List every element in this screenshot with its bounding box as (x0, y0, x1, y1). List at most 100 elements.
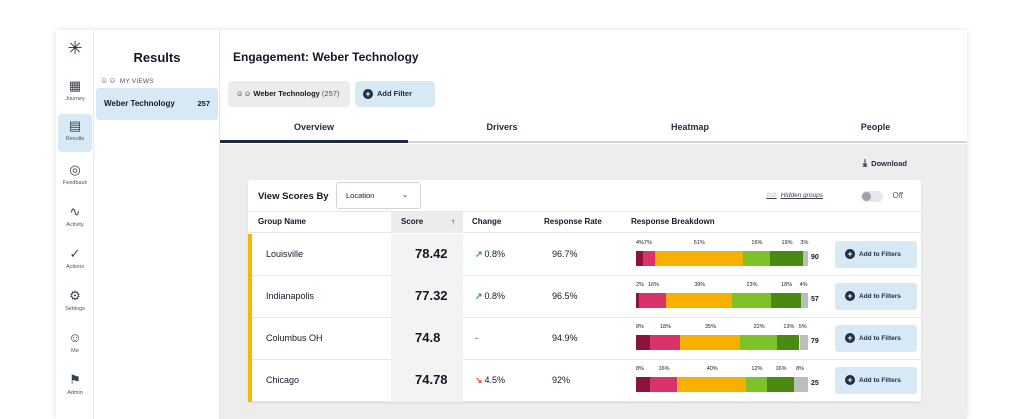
breakdown-total: 90 (811, 254, 819, 261)
tab-people[interactable]: People (860, 122, 891, 132)
table-header: Group Name Score ↑ Change Response Rate … (248, 211, 921, 233)
scores-card: View Scores By Location ⌄ ∅∅ Hidden group… (248, 180, 921, 402)
breakdown-label: 51% (693, 240, 705, 246)
breakdown-label: 5% (798, 324, 807, 330)
rail-item-label: Me (71, 348, 79, 354)
people-icon: ☺☺ (100, 76, 117, 85)
download-label: Download (871, 159, 907, 168)
breakdown-segment (636, 293, 640, 308)
group-name: Indianapolis (266, 291, 315, 301)
group-name: Chicago (266, 375, 300, 385)
admin-icon: ⚑ (69, 372, 81, 387)
download-button[interactable]: ⤓ Download (863, 158, 907, 169)
location-select[interactable]: Location ⌄ (336, 182, 421, 209)
add-to-filters-button[interactable]: + Add to Filters (835, 367, 917, 394)
breakdown-segment (766, 377, 795, 392)
breakdown-segment (746, 377, 767, 392)
breakdown-segment (742, 251, 771, 266)
rail-item-label: Feedback (62, 180, 88, 186)
response-breakdown-bar: 8% 18% 35% 22% 13% 5% 79 (636, 324, 826, 354)
breakdown-label: 35% (705, 324, 717, 330)
add-to-filters-button[interactable]: + Add to Filters (835, 241, 917, 268)
breakdown-label: 12% (751, 366, 763, 372)
col-response-rate[interactable]: Response Rate (544, 217, 602, 226)
rail-item-journey[interactable]: ▦ Journey (58, 74, 92, 112)
rail-item-settings[interactable]: ⚙ Settings (58, 284, 92, 322)
change-cell: ↗ 0.8% (475, 291, 505, 302)
rail-item-label: Admin (67, 390, 83, 396)
tab-heatmap[interactable]: Heatmap (670, 122, 709, 132)
view-chip[interactable]: ☺☺ Weber Technology (257) (228, 81, 350, 107)
add-to-filters-button[interactable]: + Add to Filters (835, 325, 917, 352)
col-group-name[interactable]: Group Name (258, 217, 307, 226)
hidden-groups-label: Hidden groups (780, 192, 823, 199)
toggle-knob (862, 192, 871, 201)
plus-circle-icon: + (845, 249, 855, 259)
rail-item-label: Results (65, 136, 85, 142)
view-item-weber-technology[interactable]: Weber Technology 257 (96, 88, 218, 120)
breakdown-label: 22% (753, 324, 765, 330)
breakdown-label: 4% (799, 282, 808, 288)
breakdown-label: 8% (796, 366, 805, 372)
response-breakdown-bar: 8% 16% 40% 12% 16% 8% 25 (636, 366, 826, 396)
breakdown-label: 3% (800, 240, 809, 246)
breakdown-total: 57 (811, 296, 819, 303)
location-select-value: Location (346, 191, 375, 200)
download-icon: ⤓ (862, 158, 868, 169)
table-row[interactable]: Chicago 74.78 ↘ 4.5% 92% 8% 16% 40% 12% 16% 8% 25 + A… (248, 360, 921, 402)
main-area: Engagement: Weber Technology ☺☺ Weber Te… (220, 30, 967, 419)
view-item-name: Weber Technology (104, 99, 175, 108)
breakdown-label: 4% (636, 240, 644, 246)
tab-bar: Overview Drivers Heatmap People (220, 116, 967, 143)
view-scores-by-label: View Scores By (258, 191, 329, 202)
rail-item-actions[interactable]: ✓ Actions (58, 242, 92, 280)
rail-item-label: Actions (65, 264, 85, 270)
col-response-breakdown[interactable]: Response Breakdown (631, 217, 715, 226)
rail-item-feedback[interactable]: ◎ Feedback (58, 158, 92, 196)
breakdown-segment (636, 335, 650, 350)
tab-overview[interactable]: Overview (220, 116, 408, 143)
table-row[interactable]: Indianapolis 77.32 ↗ 0.8% 96.5% 2% 16% 39% 23% 18… (248, 276, 921, 318)
tab-drivers[interactable]: Drivers (486, 122, 518, 132)
trend-up-icon: ↗ (475, 291, 483, 301)
col-score-label: Score (401, 217, 424, 226)
results-title: Results (133, 50, 181, 65)
change-value: 4.5% (484, 375, 506, 385)
breakdown-label: 16% (751, 240, 763, 246)
breakdown-segment (636, 251, 643, 266)
breakdown-segment (770, 251, 803, 266)
plus-circle-icon: + (845, 375, 855, 385)
plus-circle-icon: + (363, 89, 373, 99)
hidden-groups-toggle[interactable] (861, 191, 883, 202)
response-rate: 96.5% (552, 291, 578, 301)
calendar-icon: ▦ (68, 78, 82, 93)
breakdown-label: 23% (746, 282, 758, 288)
score-value: 78.42 (415, 246, 448, 261)
rail-item-results[interactable]: ▤ Results (58, 114, 92, 152)
col-change[interactable]: Change (472, 217, 502, 226)
rail-item-admin[interactable]: ⚑ Admin (58, 368, 92, 406)
score-cell-bg (391, 360, 463, 402)
row-accent-bar (248, 360, 252, 402)
add-to-filters-button[interactable]: + Add to Filters (835, 283, 917, 310)
eye-slash-icon: ∅∅ (766, 193, 777, 199)
rail-item-activity[interactable]: ∿ Activity (58, 200, 92, 238)
gear-icon: ⚙ (69, 288, 81, 303)
rail-item-me[interactable]: ☺ Me (58, 326, 92, 364)
table-row[interactable]: Louisville 78.42 ↗ 0.8% 96.7% 4% 7% 51% 16% 19% 3%… (248, 234, 921, 276)
score-value: 74.78 (415, 372, 448, 387)
breakdown-segment (636, 377, 650, 392)
logo-icon[interactable]: ✳ (67, 38, 83, 58)
breakdown-segment (649, 377, 678, 392)
add-filter-button[interactable]: + Add Filter (355, 81, 435, 107)
breakdown-segment (639, 293, 667, 308)
col-score[interactable]: Score ↑ (391, 212, 463, 233)
people-icon: ☺☺ (236, 89, 252, 98)
table-row[interactable]: Columbus OH 74.8 - 94.9% 8% 18% 35% 22% 13% 5% 79 +… (248, 318, 921, 360)
view-item-count: 257 (197, 99, 210, 108)
breakdown-segment (770, 293, 802, 308)
breakdown-segment (794, 377, 808, 392)
score-value: 77.32 (415, 288, 448, 303)
hidden-groups-link[interactable]: ∅∅ Hidden groups (766, 192, 823, 199)
breakdown-label: 18% (781, 282, 793, 288)
